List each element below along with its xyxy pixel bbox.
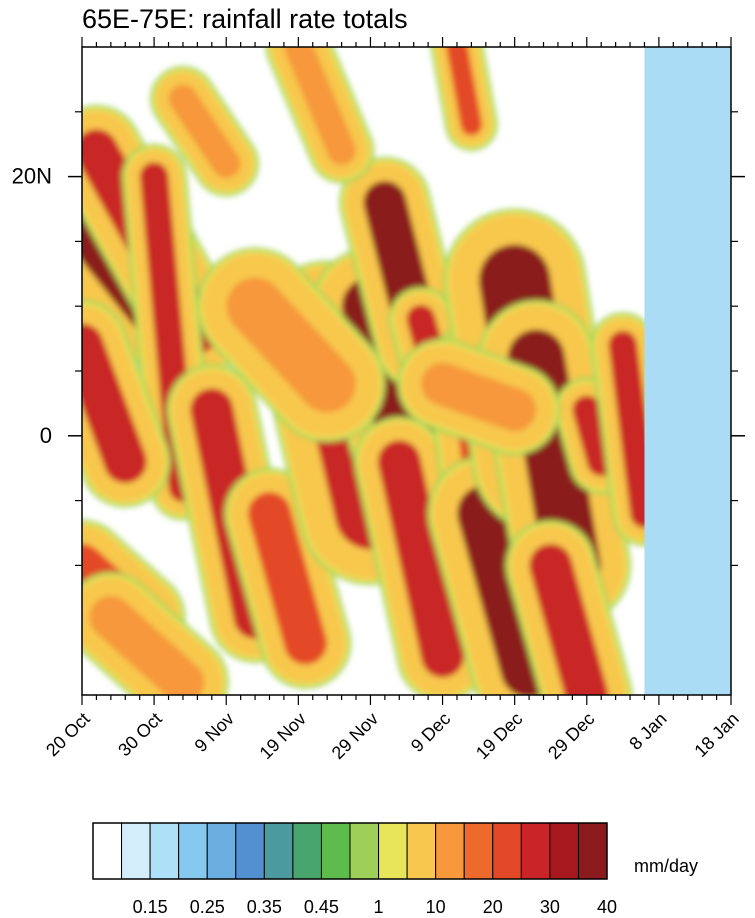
x-tick-label: 18 Jan <box>690 709 742 761</box>
rain-band-core <box>608 330 659 528</box>
x-tick-label: 19 Dec <box>472 709 526 763</box>
missing-data-region <box>644 47 731 695</box>
rain-band-core <box>284 47 356 165</box>
colorbar-swatch <box>320 822 351 880</box>
x-tick-label: 8 Jan <box>625 709 670 754</box>
y-tick-label: 20N <box>12 164 52 189</box>
colorbar-label: 40 <box>597 897 617 917</box>
colorbar-label: 0.45 <box>304 897 339 917</box>
rain-band-core <box>572 395 616 476</box>
colorbar: 0.15 0.25 0.35 0.45 1 10 20 30 40 <box>92 822 617 917</box>
colorbar-units-label: mm/day <box>634 856 698 876</box>
colorbar-swatch <box>435 822 465 880</box>
x-tick-label: 20 Oct <box>42 709 94 761</box>
colorbar-swatch <box>263 822 294 880</box>
x-tick-label: 29 Dec <box>544 709 598 763</box>
x-tick-label: 29 Nov <box>328 709 382 763</box>
plot-area <box>82 47 731 695</box>
colorbar-frame <box>92 822 608 880</box>
x-tick-label: 30 Oct <box>114 709 166 761</box>
y-tick-label: 0 <box>40 423 52 448</box>
colorbar-swatch <box>235 822 265 880</box>
colorbar-swatch <box>292 822 322 880</box>
colorbar-label: 1 <box>374 897 384 917</box>
rain-band-core <box>421 362 537 432</box>
rain-band-core <box>89 595 205 695</box>
rain-band-core <box>226 277 356 413</box>
x-tick-label: 19 Nov <box>256 709 310 763</box>
colorbar-swatch <box>92 822 123 880</box>
colorbar-label: 10 <box>426 897 446 917</box>
rain-band-core <box>248 492 327 665</box>
rain-band-core <box>446 47 483 136</box>
colorbar-swatch <box>492 822 522 880</box>
x-tick-label: 9 Dec <box>407 709 454 756</box>
colorbar-swatch <box>378 822 408 880</box>
colorbar-label: 30 <box>540 897 560 917</box>
rain-bands <box>82 47 678 695</box>
colorbar-swatch <box>577 822 608 880</box>
colorbar-label: 20 <box>483 897 503 917</box>
colorbar-swatch <box>178 822 208 880</box>
rain-band-core <box>82 323 147 484</box>
colorbar-label: 0.25 <box>190 897 225 917</box>
rain-band-core <box>377 440 464 678</box>
colorbar-swatch <box>463 822 494 880</box>
x-tick-label: 9 Nov <box>191 709 238 756</box>
rain-band-core <box>457 485 558 695</box>
colorbar-swatch <box>406 822 437 880</box>
colorbar-swatch <box>121 822 151 880</box>
heatmap-field <box>82 47 731 695</box>
colorbar-swatch <box>520 822 551 880</box>
colorbar-swatch <box>549 822 579 880</box>
rain-band-core <box>168 84 241 178</box>
rain-band-core <box>529 544 609 695</box>
colorbar-swatch <box>149 822 180 880</box>
colorbar-label: 0.35 <box>247 897 282 917</box>
colorbar-label: 0.15 <box>133 897 168 917</box>
colorbar-swatch <box>349 822 380 880</box>
colorbar-swatch <box>206 822 237 880</box>
chart-title: 65E-75E: rainfall rate totals <box>82 4 408 34</box>
